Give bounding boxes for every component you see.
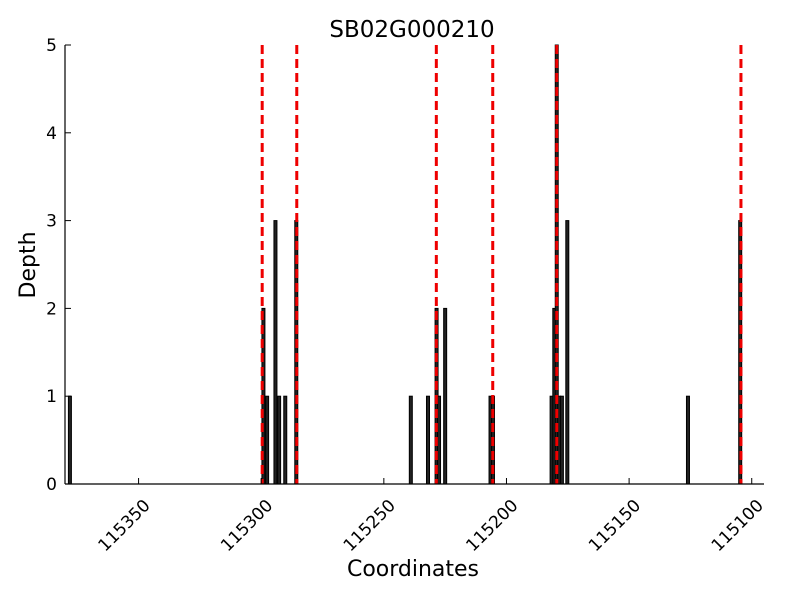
x-tick-label-0: 115350 [95,496,155,556]
depth-bar-4 [277,395,282,485]
depth-bar-2 [265,395,270,485]
x-tick-label-1: 115300 [217,496,277,556]
y-tick-label-5: 5 [46,36,57,56]
y-tick-label-1: 1 [46,387,57,407]
x-tick-label-5: 115100 [708,496,768,556]
x-axis-label: Coordinates [347,557,479,582]
axes-layer: 0 1 2 3 4 5 115350 115300 115250 115200 115150 1151… [46,36,768,556]
bars-layer [67,44,743,485]
depth-bar-0 [67,395,72,485]
reference-lines-layer [260,45,743,484]
depth-bar-3 [273,220,278,485]
depth-bar-8 [425,395,430,485]
x-tick-label-3: 115200 [462,496,522,556]
chart-title: SB02G000210 [329,17,494,43]
y-tick-label-2: 2 [46,299,57,319]
depth-bar-7 [408,395,413,485]
x-tick-label-4: 115150 [585,496,645,556]
depth-bar-5 [283,395,288,485]
y-axis-label: Depth [16,231,41,298]
depth-bar-18 [559,395,564,485]
depth-bar-19 [565,220,570,485]
y-tick-label-3: 3 [46,212,57,232]
y-tick-label-4: 4 [46,124,57,144]
depth-bar-11 [443,307,448,485]
x-tick-label-2: 115250 [340,496,400,556]
depth-bar-20 [685,395,690,485]
depth-bar-10 [437,395,442,485]
y-tick-label-0: 0 [46,475,57,495]
